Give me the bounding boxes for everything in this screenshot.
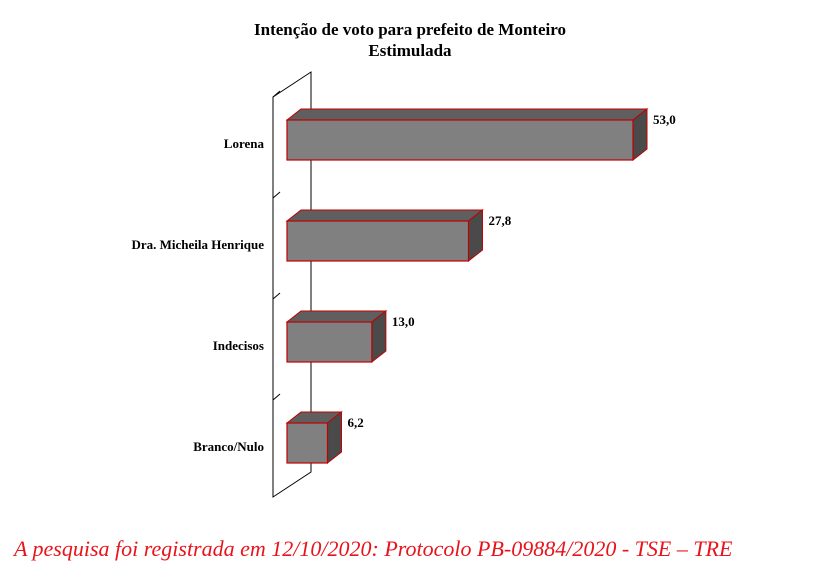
bar (286, 119, 634, 161)
value-label: 6,2 (347, 415, 363, 430)
category-label: Branco/Nulo (193, 439, 264, 454)
bar-top-face (285, 108, 649, 121)
bar-chart: Lorena 53,0 Dra. Micheila Henrique 27,8 Inde… (131, 71, 676, 498)
category-label: Indecisos (213, 338, 264, 353)
bar-top-face (285, 310, 388, 323)
axis-tick (272, 191, 281, 199)
axis-tick (272, 292, 281, 300)
chart-title: Intenção de voto para prefeito de Montei… (254, 20, 566, 39)
bar-top-face (285, 209, 484, 222)
category-label: Dra. Micheila Henrique (131, 237, 264, 252)
plot-wall (272, 71, 312, 498)
category-label: Lorena (224, 136, 265, 151)
axis-tick (272, 90, 281, 98)
value-label: 27,8 (488, 213, 511, 228)
bar (286, 220, 470, 262)
footer-note: A pesquisa foi registrada em 12/10/2020:… (14, 536, 733, 561)
axis-tick (272, 393, 281, 401)
value-label: 13,0 (392, 314, 415, 329)
chart-subtitle: Estimulada (368, 41, 452, 60)
bar (286, 422, 329, 464)
bar (286, 321, 373, 363)
value-label: 53,0 (653, 112, 676, 127)
